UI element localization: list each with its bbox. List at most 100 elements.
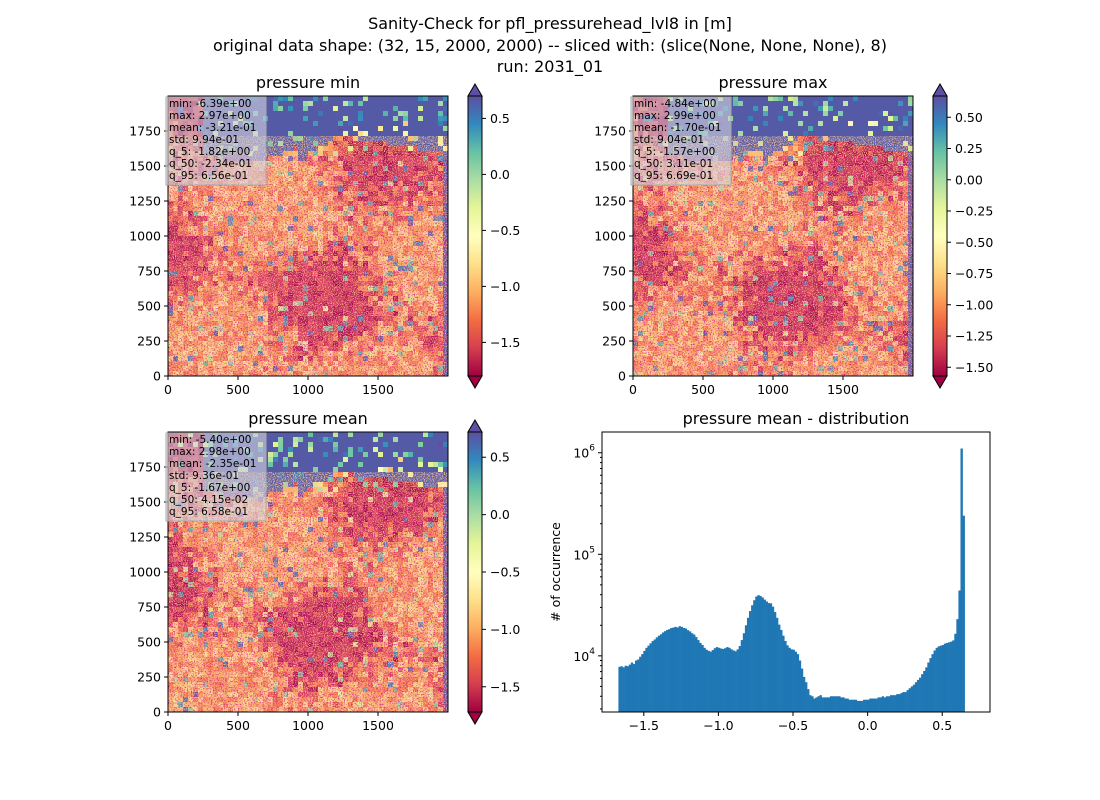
heatmap-cell (423, 111, 429, 117)
heatmap-cell (853, 121, 859, 127)
heatmap-cell (793, 116, 799, 122)
heatmap-cell (433, 106, 439, 112)
heatmap-cell (413, 96, 419, 102)
heatmap-cell (363, 126, 369, 132)
heatmap-cell (278, 116, 284, 122)
heatmap-cell (418, 121, 424, 127)
heatmap-cell (868, 111, 874, 117)
heatmap-cell (393, 116, 399, 122)
heatmap-cell (388, 111, 394, 117)
heatmap-cell (758, 131, 764, 137)
heatmap-cell (863, 131, 869, 137)
heatmap-cell (883, 101, 889, 107)
heatmap-cell (398, 111, 404, 117)
heatmap-cell (788, 96, 794, 102)
heatmap-cell (403, 116, 409, 122)
heatmap-cell (378, 106, 384, 112)
heatmap-cell (873, 116, 879, 122)
heatmap-cell (438, 116, 444, 122)
heatmap-cell (323, 116, 329, 122)
heatmap-cell (798, 101, 804, 107)
heatmap-cell (303, 106, 309, 112)
heatmap-cell (893, 111, 899, 117)
heatmap-cell (838, 131, 844, 137)
x-tick-label: 1500 (362, 382, 394, 397)
heatmap-cell (828, 96, 834, 102)
heatmap-cell (898, 116, 904, 122)
heatmap-cell (348, 121, 354, 127)
heatmap-cell (288, 106, 294, 112)
heatmap-cell (768, 131, 774, 137)
heatmap-cell (798, 111, 804, 117)
heatmap-cell (783, 101, 789, 107)
heatmap-cell (428, 106, 434, 112)
heatmap-cell (343, 131, 349, 137)
heatmap-cell (368, 111, 374, 117)
heatmap-cell (293, 126, 299, 132)
heatmap-cell (858, 106, 864, 112)
heatmap-cell (818, 131, 824, 137)
heatmap-cell (738, 96, 744, 102)
heatmap-cell (403, 106, 409, 112)
heatmap-cell (888, 96, 894, 102)
heatmap-cell (833, 121, 839, 127)
heatmap-cell (793, 106, 799, 112)
heatmap-cell (358, 126, 364, 132)
heatmap-cell (793, 126, 799, 132)
heatmap-cell (803, 116, 809, 122)
heatmap-cell (368, 116, 374, 122)
heatmap-cell (813, 106, 819, 112)
heatmap-cell (778, 116, 784, 122)
heatmap-cell (418, 96, 424, 102)
heatmap-cell (363, 116, 369, 122)
heatmap-cell (303, 96, 309, 102)
heatmap-cell (788, 111, 794, 117)
heatmap-cell (873, 96, 879, 102)
heatmap-cell (863, 96, 869, 102)
heatmap-cell (888, 101, 894, 107)
heatmap-cell (423, 116, 429, 122)
heatmap-cell (803, 101, 809, 107)
heatmap-cell (283, 101, 289, 107)
stats-line: q_5: -1.82e+00 (169, 146, 250, 158)
heatmap-cell (408, 116, 414, 122)
heatmap-cell (733, 126, 739, 132)
heatmap-cell (418, 131, 424, 137)
heatmap-cell (388, 106, 394, 112)
heatmap-cell (818, 111, 824, 117)
heatmap-cell (298, 116, 304, 122)
heatmap-cell (323, 111, 329, 117)
heatmap-cell (373, 106, 379, 112)
heatmap-cell (443, 96, 449, 102)
heatmap-cell (373, 116, 379, 122)
heatmap-cell (778, 106, 784, 112)
heatmap-cell (443, 126, 449, 132)
heatmap-cell (318, 111, 324, 117)
heatmap-cell (903, 131, 909, 137)
heatmap-cell (798, 96, 804, 102)
y-tick-label: 500 (137, 299, 161, 314)
heatmap-cell (293, 106, 299, 112)
heatmap-cell (733, 111, 739, 117)
heatmap-cell (798, 131, 804, 137)
heatmap-cell (363, 106, 369, 112)
heatmap-cell (393, 121, 399, 127)
heatmap-cell (793, 96, 799, 102)
heatmap-cell (833, 101, 839, 107)
heatmap-cell (908, 126, 914, 132)
heatmap-cell (378, 96, 384, 102)
heatmap-cell (368, 131, 374, 137)
heatmap-cell (838, 116, 844, 122)
heatmap-cell (383, 126, 389, 132)
heatmap-cell (848, 131, 854, 137)
colorbar-tick-label: −1.5 (490, 335, 520, 350)
heatmap-cell (843, 126, 849, 132)
colorbar-extend-bottom (467, 375, 483, 389)
heatmap-cell (428, 96, 434, 102)
heatmap-cell (348, 116, 354, 122)
heatmap-cell (288, 101, 294, 107)
heatmap-cell (343, 111, 349, 117)
heatmap-cell (808, 101, 814, 107)
heatmap-cell (368, 121, 374, 127)
